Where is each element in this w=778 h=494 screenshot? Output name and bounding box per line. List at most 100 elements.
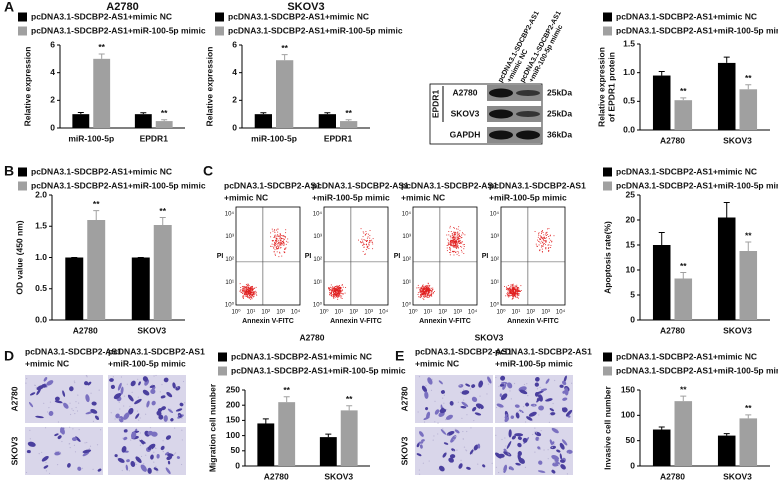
flow-title: +miR-100-5p mimic	[489, 192, 567, 202]
error-bar	[140, 112, 147, 115]
flow-dot	[509, 288, 511, 290]
flow-dot	[454, 252, 456, 254]
legend-swatch	[603, 181, 612, 191]
flow-dot	[506, 293, 508, 295]
flow-x-tick-label: 10⁴	[468, 309, 478, 316]
flow-dot	[454, 245, 456, 247]
blot-band	[516, 111, 540, 117]
cell	[500, 381, 508, 385]
pore	[473, 450, 475, 452]
cell	[138, 381, 141, 386]
flow-dot	[248, 290, 249, 292]
flow-dot	[454, 244, 456, 246]
flow-dot	[511, 298, 513, 300]
cell	[418, 441, 424, 444]
bar	[153, 225, 172, 320]
bar	[340, 410, 358, 466]
flow-dot	[547, 247, 549, 249]
flow-dot	[516, 292, 518, 294]
flow-dot	[458, 241, 460, 242]
legend-swatch	[603, 12, 612, 22]
flow-dot	[516, 290, 518, 292]
flow-dot	[274, 230, 276, 232]
flow-dot	[518, 288, 520, 290]
flow-dot	[271, 246, 273, 247]
flow-dot	[427, 285, 429, 287]
pore	[536, 388, 539, 390]
flow-dot	[425, 294, 427, 296]
pore	[177, 386, 179, 388]
flow-dot	[430, 287, 432, 289]
flow-dot	[249, 296, 251, 297]
flow-dot	[328, 287, 330, 289]
pore	[34, 384, 36, 386]
flow-dot	[247, 285, 249, 286]
flow-dot	[344, 292, 346, 294]
flow-dot	[506, 287, 508, 289]
flow-dot	[365, 233, 367, 235]
flow-dot	[457, 251, 459, 252]
flow-dot	[364, 244, 366, 245]
flow-dot	[424, 285, 426, 287]
flow-dot	[255, 286, 257, 288]
flow-dot	[337, 287, 339, 289]
flow-dot	[277, 245, 279, 247]
cell	[87, 381, 92, 386]
flow-dot	[454, 241, 456, 243]
flow-dot	[511, 284, 513, 286]
flow-dot	[247, 290, 249, 292]
bar	[318, 114, 336, 128]
flow-dot	[363, 242, 365, 244]
flow-dot	[331, 287, 333, 289]
flow-dot	[421, 293, 423, 295]
legend-label: pcDNA3.1-SDCBP2-AS1+miR-100-5p mimic	[228, 25, 403, 35]
pore	[567, 452, 569, 454]
cell	[82, 449, 92, 454]
flow-dot	[452, 239, 454, 241]
pore	[178, 414, 180, 416]
flow-dot	[280, 242, 282, 244]
flow-dot	[510, 284, 512, 286]
flow-dot	[543, 243, 545, 245]
bar	[340, 121, 358, 128]
flow-dot	[515, 288, 517, 290]
flow-dots	[416, 225, 466, 301]
flow-dot	[245, 290, 247, 292]
cell	[522, 437, 528, 443]
bar	[276, 60, 294, 128]
flow-dot	[242, 295, 244, 297]
pore	[486, 393, 488, 395]
flow-dot	[510, 291, 512, 292]
flow-dot	[372, 243, 374, 245]
pore	[181, 429, 183, 431]
bar	[652, 245, 671, 320]
flow-dot	[284, 248, 286, 250]
error-bar	[283, 396, 290, 403]
flow-dot	[425, 287, 427, 289]
flow-dot	[285, 240, 287, 242]
flow-dot	[252, 295, 254, 297]
error-bar	[658, 426, 665, 430]
flow-dot	[336, 289, 338, 290]
flow-dot	[270, 232, 272, 234]
significance: **	[680, 86, 687, 96]
flow-dot	[454, 239, 456, 241]
flow-dot	[369, 237, 371, 239]
flow-dot	[424, 294, 426, 296]
flow-dot	[331, 290, 333, 292]
flow-dot	[240, 291, 242, 293]
flow-dot	[548, 247, 550, 248]
flow-dot	[451, 240, 453, 242]
flow-dot	[458, 252, 460, 254]
flow-title: pcDNA3.1-SDCBP2-AS1	[312, 180, 409, 190]
cell	[84, 381, 89, 386]
flow-dot	[338, 287, 340, 289]
pore	[463, 399, 465, 401]
flow-dot	[428, 291, 430, 293]
flow-dot	[513, 288, 515, 290]
flow-dot	[420, 288, 422, 290]
flow-dot	[279, 245, 281, 247]
flow-dot	[545, 247, 547, 249]
cell	[140, 464, 147, 472]
flow-dot	[513, 287, 515, 289]
